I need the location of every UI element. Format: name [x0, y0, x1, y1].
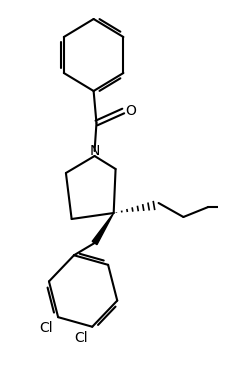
Polygon shape: [92, 213, 113, 245]
Text: N: N: [89, 144, 99, 158]
Text: I: I: [225, 200, 227, 214]
Text: Cl: Cl: [39, 321, 53, 335]
Text: O: O: [125, 104, 136, 118]
Text: Cl: Cl: [74, 331, 87, 345]
